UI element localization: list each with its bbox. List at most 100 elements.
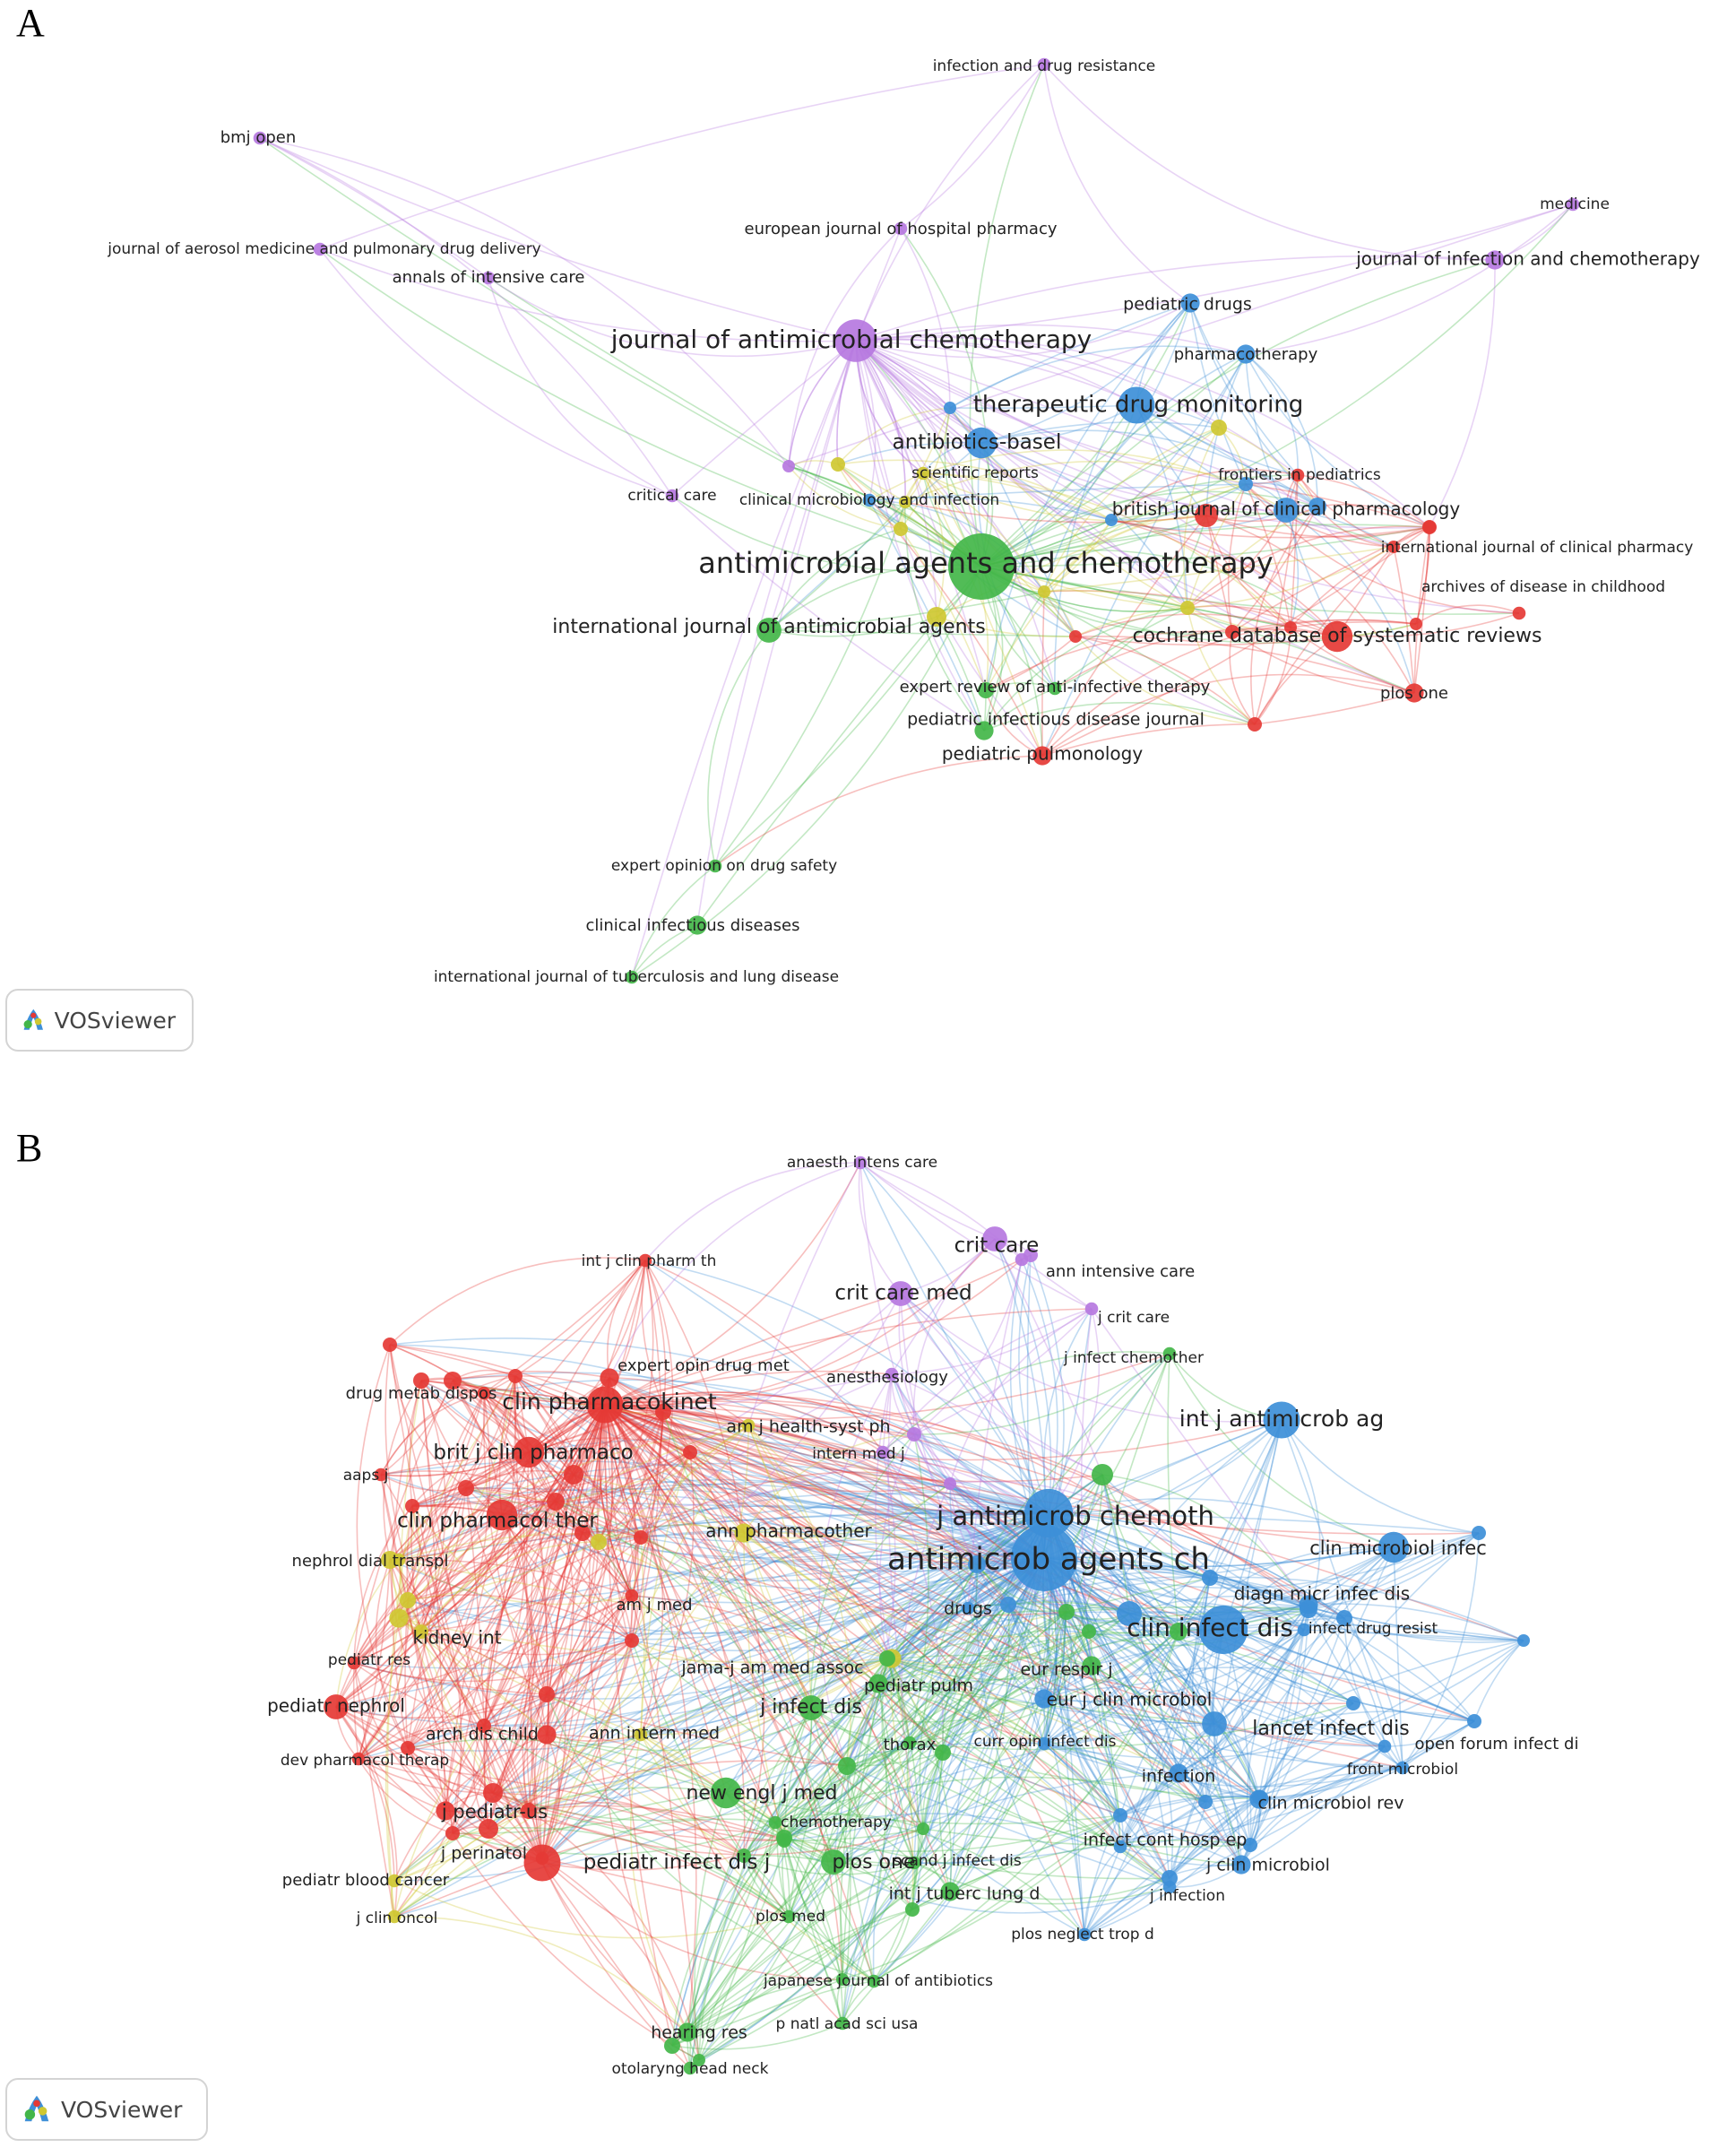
link: [1066, 1611, 1179, 1774]
node-label: international journal of clinical pharma…: [1381, 539, 1694, 557]
link: [546, 1451, 691, 1695]
link: [358, 1617, 403, 1760]
link: [1048, 1512, 1309, 1610]
link: [452, 1380, 606, 1406]
link: [788, 228, 902, 467]
link: [483, 1375, 516, 1727]
link: [501, 1514, 633, 1641]
link: [407, 1557, 1045, 1752]
link: [541, 1404, 606, 1859]
link: [358, 1725, 485, 1760]
link: [1297, 474, 1430, 528]
link: [909, 1631, 1179, 1744]
link: [1101, 1474, 1260, 1800]
node-red: [483, 1783, 503, 1803]
link: [335, 1451, 530, 1708]
link: [393, 1916, 688, 2033]
link: [407, 1512, 1049, 1641]
link: [1007, 1604, 1260, 1800]
node-green: [1058, 1604, 1075, 1620]
link: [604, 1404, 1251, 1846]
link: [420, 1380, 642, 1538]
link: [604, 1404, 746, 1857]
node-label: plos one: [833, 1851, 916, 1874]
link: [483, 1404, 606, 1830]
link: [375, 1559, 409, 1749]
link: [687, 1978, 843, 2033]
node-label: ann intensive care: [1046, 1262, 1195, 1281]
link: [994, 1238, 1052, 1514]
link: [640, 1537, 879, 1684]
link: [393, 1658, 893, 1918]
link: [407, 1532, 583, 1601]
link: [393, 1557, 1045, 1918]
link: [389, 1344, 494, 1794]
link: [546, 1532, 583, 1695]
link: [1290, 612, 1520, 637]
link: [743, 1611, 1067, 1857]
link: [873, 1814, 1121, 1982]
link: [1043, 483, 1247, 593]
link: [393, 1512, 1049, 1918]
link: [389, 1474, 574, 1561]
link: [407, 1747, 530, 1812]
link: [725, 1742, 1045, 1794]
link: [501, 1293, 902, 1516]
node-red: [539, 1686, 555, 1702]
node-label: cochrane database of systematic reviews: [1133, 625, 1542, 647]
link: [976, 1563, 1045, 1745]
link: [949, 1814, 1121, 1892]
link: [1048, 1512, 1224, 1631]
link: [604, 1404, 776, 1823]
link: [983, 702, 1256, 732]
link: [420, 1631, 543, 1864]
link: [1119, 1801, 1206, 1848]
link: [389, 1344, 606, 1406]
node-blue: [1000, 1597, 1016, 1613]
node-blue: [1252, 1790, 1266, 1805]
link: [319, 64, 1045, 250]
link: [528, 1411, 664, 1454]
link: [488, 1411, 664, 1830]
link: [1084, 1797, 1260, 1935]
link: [604, 1404, 875, 1982]
link: [488, 1734, 642, 1830]
node-green: [879, 1650, 895, 1667]
link: [393, 1734, 548, 1882]
link: [1187, 605, 1338, 637]
link: [747, 1162, 861, 1426]
link: [483, 1392, 526, 1727]
node-red: [537, 1725, 557, 1745]
link: [1222, 1629, 1252, 1846]
link: [465, 1487, 485, 1727]
link: [783, 1743, 1045, 1841]
link: [445, 1810, 790, 1918]
link: [877, 1683, 1170, 1879]
node-blue: [1198, 1605, 1248, 1655]
link: [810, 1631, 1090, 1709]
link: [1119, 1795, 1260, 1816]
link: [1091, 1665, 1242, 1866]
link: [714, 340, 857, 867]
link: [783, 1837, 843, 2024]
link: [846, 1658, 888, 1767]
link: [1178, 1419, 1282, 1632]
link: [855, 340, 1338, 637]
link: [604, 1404, 969, 1609]
node-purple: [782, 460, 795, 472]
link: [1187, 546, 1395, 609]
link: [909, 1742, 1121, 1848]
node-label: j infect dis: [759, 1696, 862, 1719]
link: [640, 1373, 893, 1538]
link: [1063, 1611, 1121, 1848]
link: [1203, 1577, 1215, 1725]
node-label: expert opinion on drug safety: [611, 857, 837, 875]
link: [1043, 1743, 1121, 1848]
link: [488, 1693, 548, 1830]
link: [528, 1557, 1045, 1812]
link: [598, 1530, 1045, 1559]
link: [922, 1828, 1085, 1935]
link: [855, 324, 1247, 355]
link: [904, 501, 985, 732]
link: [1043, 427, 1220, 593]
